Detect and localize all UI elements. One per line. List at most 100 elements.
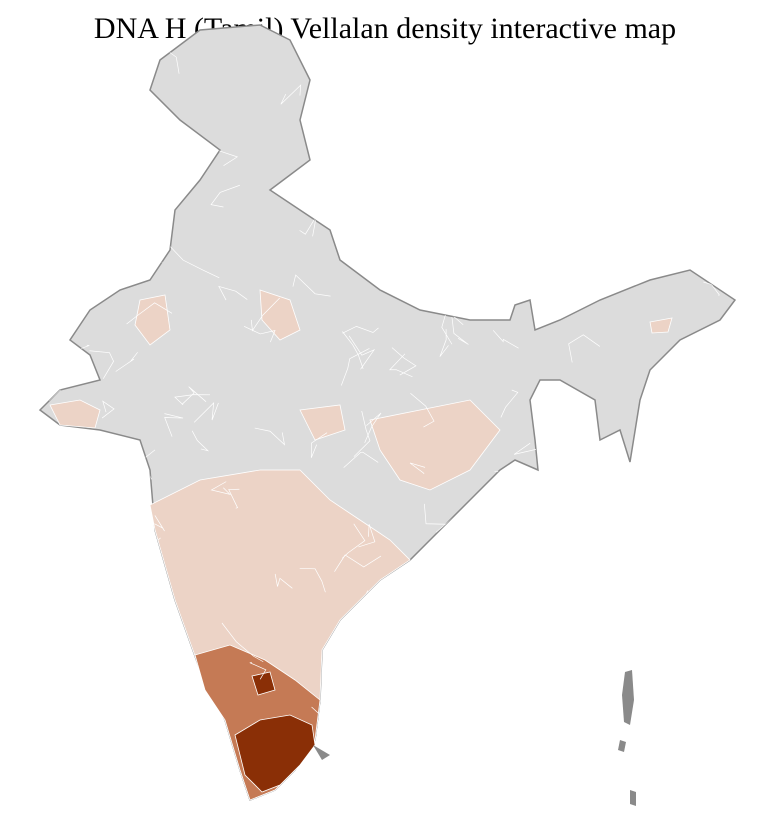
district-border-line <box>441 309 464 345</box>
district-border-line <box>52 61 77 79</box>
region-low-density-assam[interactable] <box>649 317 673 334</box>
region-low-density-north[interactable] <box>259 289 301 341</box>
district-border-line <box>334 554 382 572</box>
district-border-line <box>501 25 514 28</box>
district-border-line <box>355 775 383 800</box>
district-border-line <box>625 488 656 510</box>
district-border-line <box>632 664 650 681</box>
region-low-density-mp[interactable] <box>299 404 346 441</box>
district-border-line <box>193 402 219 423</box>
andaman-island-small[interactable] <box>618 740 626 752</box>
district-border-line <box>638 394 667 420</box>
district-border-line <box>604 601 622 631</box>
district-border-line <box>121 25 142 51</box>
district-border-line <box>347 128 359 148</box>
district-border-line <box>47 145 63 182</box>
district-border-line <box>450 94 471 117</box>
district-border-line <box>568 334 601 363</box>
district-border-line <box>368 664 399 709</box>
district-border-line <box>280 84 302 105</box>
district-border-line <box>372 106 392 131</box>
district-border-line <box>494 471 524 510</box>
nicobar-islands[interactable] <box>630 790 636 806</box>
district-border-line <box>476 200 509 217</box>
district-border-line <box>558 139 580 160</box>
andaman-islands[interactable] <box>622 670 634 725</box>
district-border-line <box>360 199 401 215</box>
district-border-line <box>504 274 545 289</box>
district-border-line <box>508 238 521 257</box>
district-border-line <box>660 592 678 613</box>
district-border-line <box>326 33 348 60</box>
district-border-line <box>54 225 72 245</box>
district-border-line <box>391 347 417 376</box>
district-border-line <box>97 664 140 701</box>
district-border-line <box>174 394 211 406</box>
district-border-line <box>221 622 264 663</box>
district-border-line <box>65 305 80 333</box>
district-border-line <box>416 792 439 800</box>
district-border-line <box>409 462 426 475</box>
district-border-line <box>191 430 210 452</box>
district-border-line <box>210 184 240 208</box>
district-border-line <box>210 481 232 495</box>
district-border-line <box>358 524 376 548</box>
district-border-line <box>115 352 138 372</box>
district-border-line <box>59 299 75 324</box>
district-border-line <box>132 33 151 55</box>
district-border-line <box>164 413 184 437</box>
district-border-line <box>43 243 54 267</box>
district-border-line <box>588 49 634 78</box>
district-border-line <box>404 33 424 45</box>
district-border-line <box>96 187 121 204</box>
district-border-line <box>388 616 411 644</box>
district-border-line <box>342 703 359 717</box>
district-border-line <box>147 515 165 532</box>
region-high-density-tamil-nadu[interactable] <box>234 714 316 793</box>
district-border-line <box>530 649 575 673</box>
district-border-line <box>658 44 695 62</box>
district-border-line <box>713 765 733 793</box>
district-border-line <box>181 386 207 405</box>
district-border-line <box>439 124 471 145</box>
district-border-line <box>249 661 267 680</box>
district-border-line <box>685 674 719 706</box>
district-border-line <box>616 560 629 595</box>
district-border-line <box>500 389 519 418</box>
district-border-line <box>623 623 661 655</box>
district-border-line <box>340 348 370 386</box>
district-border-line <box>532 732 552 766</box>
district-border-line <box>228 488 240 509</box>
district-border-line <box>388 353 413 378</box>
district-border-line <box>492 330 519 349</box>
district-border-line <box>136 775 152 794</box>
district-border-line <box>689 25 712 28</box>
region-low-density-rajasthan[interactable] <box>134 294 171 346</box>
district-border-line <box>119 126 136 156</box>
district-border-line <box>120 554 137 594</box>
district-border-line <box>165 241 220 279</box>
district-border-line <box>299 568 326 593</box>
sri-lanka-gap-island[interactable] <box>313 745 330 760</box>
district-border-line <box>681 203 721 248</box>
district-border-line <box>46 172 81 199</box>
district-border-line <box>495 515 540 534</box>
district-border-line <box>101 400 115 419</box>
district-border-line <box>299 216 317 237</box>
district-border-line <box>474 25 506 41</box>
district-border-line <box>254 427 286 446</box>
region-low-density-west[interactable] <box>49 399 101 429</box>
district-border-line <box>186 762 220 783</box>
district-border-line <box>315 97 327 123</box>
district-border-line <box>126 302 173 325</box>
district-border-line <box>611 607 633 624</box>
region-low-density-east[interactable] <box>369 399 501 491</box>
district-border-line <box>586 472 620 499</box>
district-border-line <box>342 523 366 559</box>
district-border-line <box>70 65 88 111</box>
district-border-line <box>314 114 332 138</box>
district-border-line <box>47 275 66 294</box>
district-border-line <box>342 325 379 334</box>
district-border-line <box>274 573 293 589</box>
